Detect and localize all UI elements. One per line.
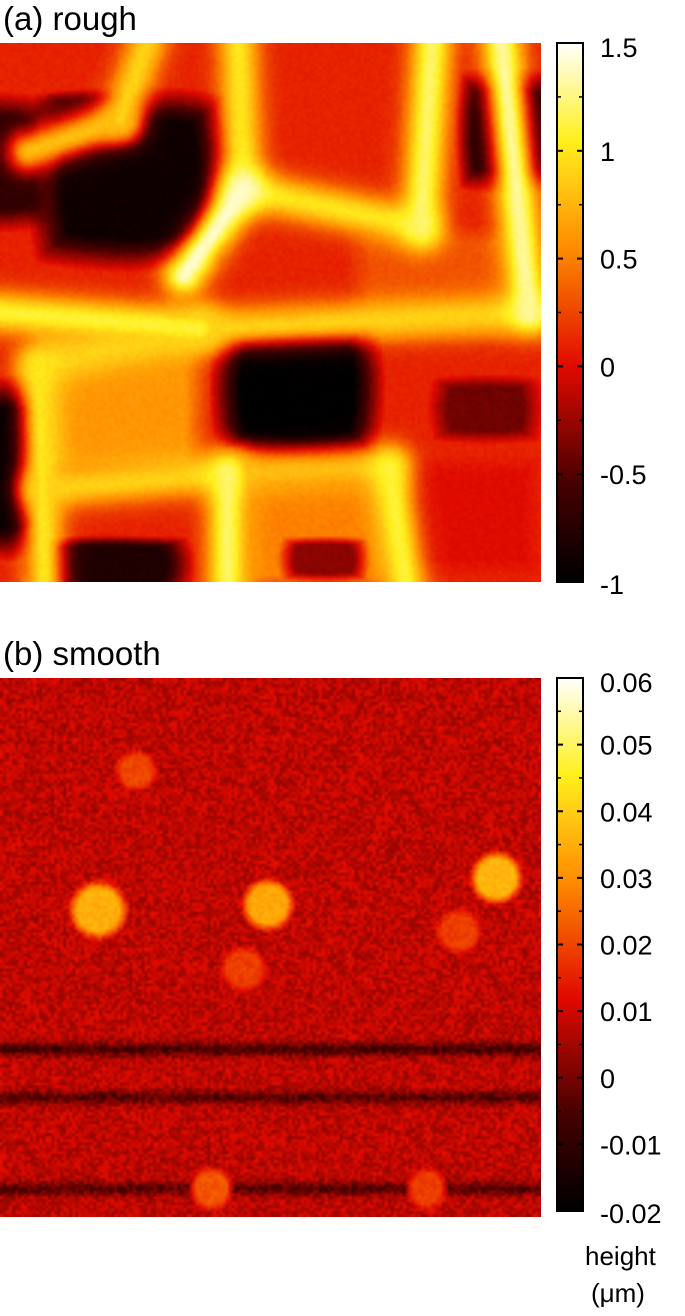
colorbar-tick-label: 0 [600,352,615,382]
panel-b-title: (b) smooth [3,635,161,672]
colorbar-tick-label: 0.05 [600,731,653,761]
panel-b: (b) smooth 0.06 0.05 0.04 0.03 0.02 0.01 0 -0.0… [0,635,662,1308]
colorbar-tick-label: 0.03 [600,864,653,894]
colorbar-tick-label: -1 [600,570,624,600]
colorbar-tick-label: 0.04 [600,797,653,827]
colorbar-label-height: height [585,1241,657,1271]
colorbar-tick-label: 0.5 [600,245,638,275]
colorbar-tick-label: -0.5 [600,460,647,490]
colorbar-tick-label: 0.06 [600,668,653,698]
colorbar-b-ticks: 0.06 0.05 0.04 0.03 0.02 0.01 0 -0.01 -0.02 [557,668,662,1229]
heatmap-smooth [0,678,541,1217]
colorbar-tick-label: 1.5 [600,33,638,63]
colorbar-tick-label: 1 [600,137,615,167]
colorbar-tick-label: 0.01 [600,997,653,1027]
colorbar-a-ticks: 1.5 1 0.5 0 -0.5 -1 [557,33,647,600]
colorbar-label-unit: (μm) [591,1278,645,1308]
colorbar-tick-label: -0.02 [600,1199,662,1229]
colorbar-tick-label: 0 [600,1064,615,1094]
panel-a: (a) rough 1.5 1 0.5 0 -0.5 -1 [0,0,647,600]
panel-a-title: (a) rough [3,0,137,37]
colorbar-tick-label: 0.02 [600,931,653,961]
colorbar-tick-label: -0.01 [600,1130,662,1160]
heatmap-rough [0,43,541,582]
colorbar-a-gradient [557,43,583,582]
